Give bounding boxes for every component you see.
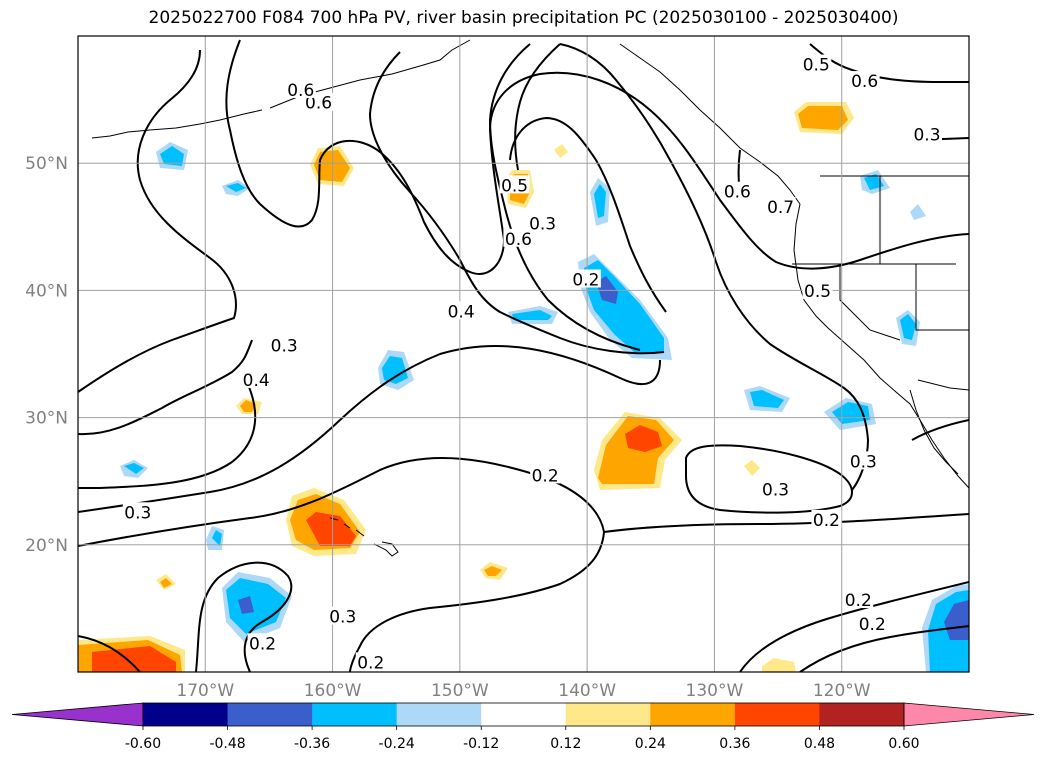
colorbar-segment: [143, 703, 229, 726]
lon-tick-label: 150°W: [431, 681, 489, 701]
contour-label-bg: [760, 479, 791, 498]
hawaii-islands: [329, 517, 399, 557]
contour-label: 0.2: [249, 634, 276, 654]
contour-label: 0.3: [271, 337, 298, 357]
colorbar-segment: [734, 703, 820, 726]
colorbar-tick-label: 0.24: [635, 736, 666, 752]
contour-label: 0.3: [762, 480, 789, 500]
west-coast: [793, 203, 969, 489]
lon-axis-labels: 170°W 160°W 150°W 140°W 130°W 120°W: [176, 681, 870, 701]
contour-label: 0.2: [859, 615, 886, 635]
contour-label-bg: [802, 280, 833, 299]
colorbar-segment: [481, 703, 567, 726]
contour-label: 0.2: [357, 653, 384, 673]
contour-label: 0.2: [572, 270, 599, 290]
colorbar-tick-label: -0.12: [463, 736, 499, 752]
contour-label: 0.5: [501, 176, 528, 196]
contour-label-bg: [848, 451, 879, 470]
contour-label-bg: [849, 71, 880, 90]
contour-label: 0.7: [767, 198, 794, 218]
contour-label-bg: [527, 213, 558, 232]
colorbar-segment: [819, 703, 905, 726]
map-background: [78, 36, 969, 672]
colorbar-outline: [142, 702, 905, 727]
lon-tick-label: 120°W: [813, 681, 871, 701]
map-frame: [77, 35, 970, 673]
contour-label-bg: [843, 590, 874, 609]
colorbar-tick-label: 0.60: [888, 736, 919, 752]
contour-label-bg: [269, 335, 300, 354]
contour-label-bg: [446, 301, 477, 320]
lat-tick-label: 40°N: [25, 281, 68, 301]
contour-label: 0.6: [505, 230, 532, 250]
contour-label: 0.3: [124, 503, 151, 523]
contour-label: 0.6: [305, 94, 332, 114]
contour-label-bg: [570, 269, 601, 288]
contour-label: 0.3: [850, 452, 877, 472]
contour-label-bg: [911, 124, 942, 143]
colorbar-extend-high: [903, 702, 1035, 727]
lat-tick-label: 30°N: [25, 409, 68, 429]
contour-label-bg: [857, 614, 888, 633]
colorbar-tick-label: 0.48: [804, 736, 835, 752]
contour-label: 0.4: [448, 302, 475, 322]
contour-label-bg: [285, 79, 316, 98]
gridlines: [78, 36, 969, 672]
contour-label-bg: [122, 502, 153, 521]
colorbar-tick-label: 0.36: [719, 736, 750, 752]
contour-label-bg: [801, 54, 832, 73]
contour-label-bg: [355, 652, 386, 671]
bc-coast: [619, 43, 801, 205]
chart-title: 2025022700 F084 700 hPa PV, river basin …: [148, 8, 899, 28]
lat-tick-label: 50°N: [25, 154, 68, 174]
contour-label: 0.5: [803, 56, 830, 76]
colorbar-tick-label: 0.12: [550, 736, 581, 752]
contour-label-bg: [722, 181, 753, 200]
colorbar-extend-low: [11, 702, 144, 727]
contour-label-bg: [765, 196, 796, 215]
contour-label-bg: [247, 633, 278, 652]
contour-label-bg: [503, 228, 534, 247]
contour-label: 0.2: [532, 466, 559, 486]
contour-label-bg: [241, 369, 272, 388]
contour-label: 0.6: [287, 81, 314, 101]
colorbar-segment: [565, 703, 651, 726]
contour-label: 0.6: [724, 183, 751, 203]
contour-label: 0.2: [845, 591, 872, 611]
contour-label-bg: [327, 606, 358, 625]
colorbar-tick-label: -0.36: [294, 736, 330, 752]
colorbar-segment: [227, 703, 313, 726]
lon-tick-label: 160°W: [304, 681, 362, 701]
lon-tick-label: 170°W: [176, 681, 234, 701]
contour-label: 0.6: [851, 72, 878, 92]
lon-tick-label: 130°W: [686, 681, 744, 701]
contour-label: 0.3: [529, 215, 556, 235]
colorbar-tick-label: -0.48: [209, 736, 245, 752]
contour-label: 0.3: [329, 608, 356, 628]
colorbar-segment: [312, 703, 398, 726]
contour-label: 0.5: [804, 282, 831, 302]
contour-label-bg: [811, 509, 842, 528]
contour-label-bg: [499, 175, 530, 194]
lat-tick-label: 20°N: [25, 536, 68, 556]
contour-label-bg: [530, 465, 561, 484]
contour-label: 0.4: [243, 371, 270, 391]
colorbar-segment: [396, 703, 482, 726]
colorbar-segment: [650, 703, 736, 726]
lat-axis-labels: 50°N 40°N 30°N 20°N: [25, 154, 68, 556]
lon-tick-label: 140°W: [558, 681, 616, 701]
colorbar-tick-label: -0.24: [379, 736, 415, 752]
contour-labels: 0.50.60.60.60.30.70.60.50.60.30.20.40.50…: [122, 54, 942, 673]
colorbar-tick-label: -0.60: [125, 736, 161, 752]
colorbar: -0.60 -0.48 -0.36 -0.24 -0.12 0.12 0.24 0.36 0.4…: [11, 702, 1035, 752]
contour-label: 0.3: [913, 125, 940, 145]
contour-label: 0.2: [813, 511, 840, 531]
